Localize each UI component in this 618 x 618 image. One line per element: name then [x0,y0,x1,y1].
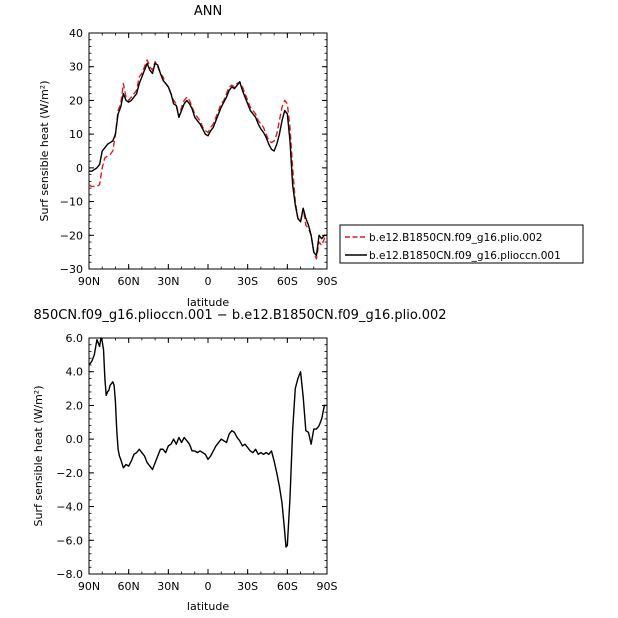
top-x-tick-label: 60S [277,275,298,288]
top-x-tick-label: 0 [205,275,212,288]
bottom-series-lines [88,337,327,548]
bottom-x-tick-label: 90N [78,580,100,593]
top-series-lines [88,59,328,260]
top-series-line-0 [88,59,328,260]
top-y-tick-label: −10 [60,196,83,209]
bottom-y-axis-label: Surf sensible heat (W/m²) [32,386,45,527]
bottom-y-tick-label: −6.0 [56,534,83,547]
legend-entry-label: b.e12.B1850CN.f09_g16.plioccn.001 [369,250,561,262]
top-y-tick-label: −30 [60,263,83,276]
top-y-axis-label: Surf sensible heat (W/m²) [38,81,51,222]
bottom-x-tick-label: 30N [157,580,179,593]
bottom-y-axis: −8.0 −6.0 −4.0 −2.0 0.0 2.0 4.0 6.0 [56,332,327,581]
bottom-y-tick-label: −2.0 [56,467,83,480]
bottom-x-tick-label: 30S [237,580,258,593]
bottom-y-tick-label: 4.0 [66,366,84,379]
bottom-chart-title: 850CN.f09_g16.plioccn.001 − b.e12.B1850C… [33,308,446,323]
chart-bottom: 850CN.f09_g16.plioccn.001 − b.e12.B1850C… [32,308,447,613]
top-plot-frame [88,32,328,270]
legend: b.e12.B1850CN.f09_g16.plio.002 b.e12.B185… [339,224,584,264]
bottom-y-tick-label: −4.0 [56,501,83,514]
bottom-y-tick-label: 6.0 [66,332,84,345]
bottom-x-axis: 90N 60N 30N 0 30S 60S 90S [78,338,338,593]
bottom-x-tick-label: 90S [317,580,338,593]
top-y-tick-label: 40 [69,27,83,40]
bottom-x-tick-label: 60S [277,580,298,593]
legend-box [339,224,584,264]
top-x-tick-label: 30N [157,275,179,288]
top-x-tick-label: 90S [317,275,338,288]
top-y-axis: −30 −20 −10 0 10 20 30 40 [60,27,327,276]
top-series-line-1 [89,62,327,257]
top-y-tick-label: −20 [60,229,83,242]
top-y-tick-label: 10 [69,128,83,141]
top-x-tick-label: 30S [237,275,258,288]
bottom-x-tick-label: 60N [118,580,140,593]
bottom-y-tick-label: −8.0 [56,568,83,581]
bottom-x-axis-label: latitude [187,600,229,613]
top-x-axis: 90N 60N 30N 0 30S 60S 90S [78,33,338,288]
top-x-axis-label: latitude [187,296,229,309]
bottom-x-tick-label: 0 [205,580,212,593]
bottom-y-tick-label: 0.0 [66,433,84,446]
bottom-y-tick-label: 2.0 [66,399,84,412]
top-x-tick-label: 60N [118,275,140,288]
bottom-series-line-0 [88,337,327,548]
top-y-tick-label: 30 [69,61,83,74]
top-chart-title: ANN [194,4,222,19]
top-y-tick-label: 0 [76,162,83,175]
legend-entry-label: b.e12.B1850CN.f09_g16.plio.002 [369,232,542,244]
top-y-tick-label: 20 [69,94,83,107]
top-x-tick-label: 90N [78,275,100,288]
